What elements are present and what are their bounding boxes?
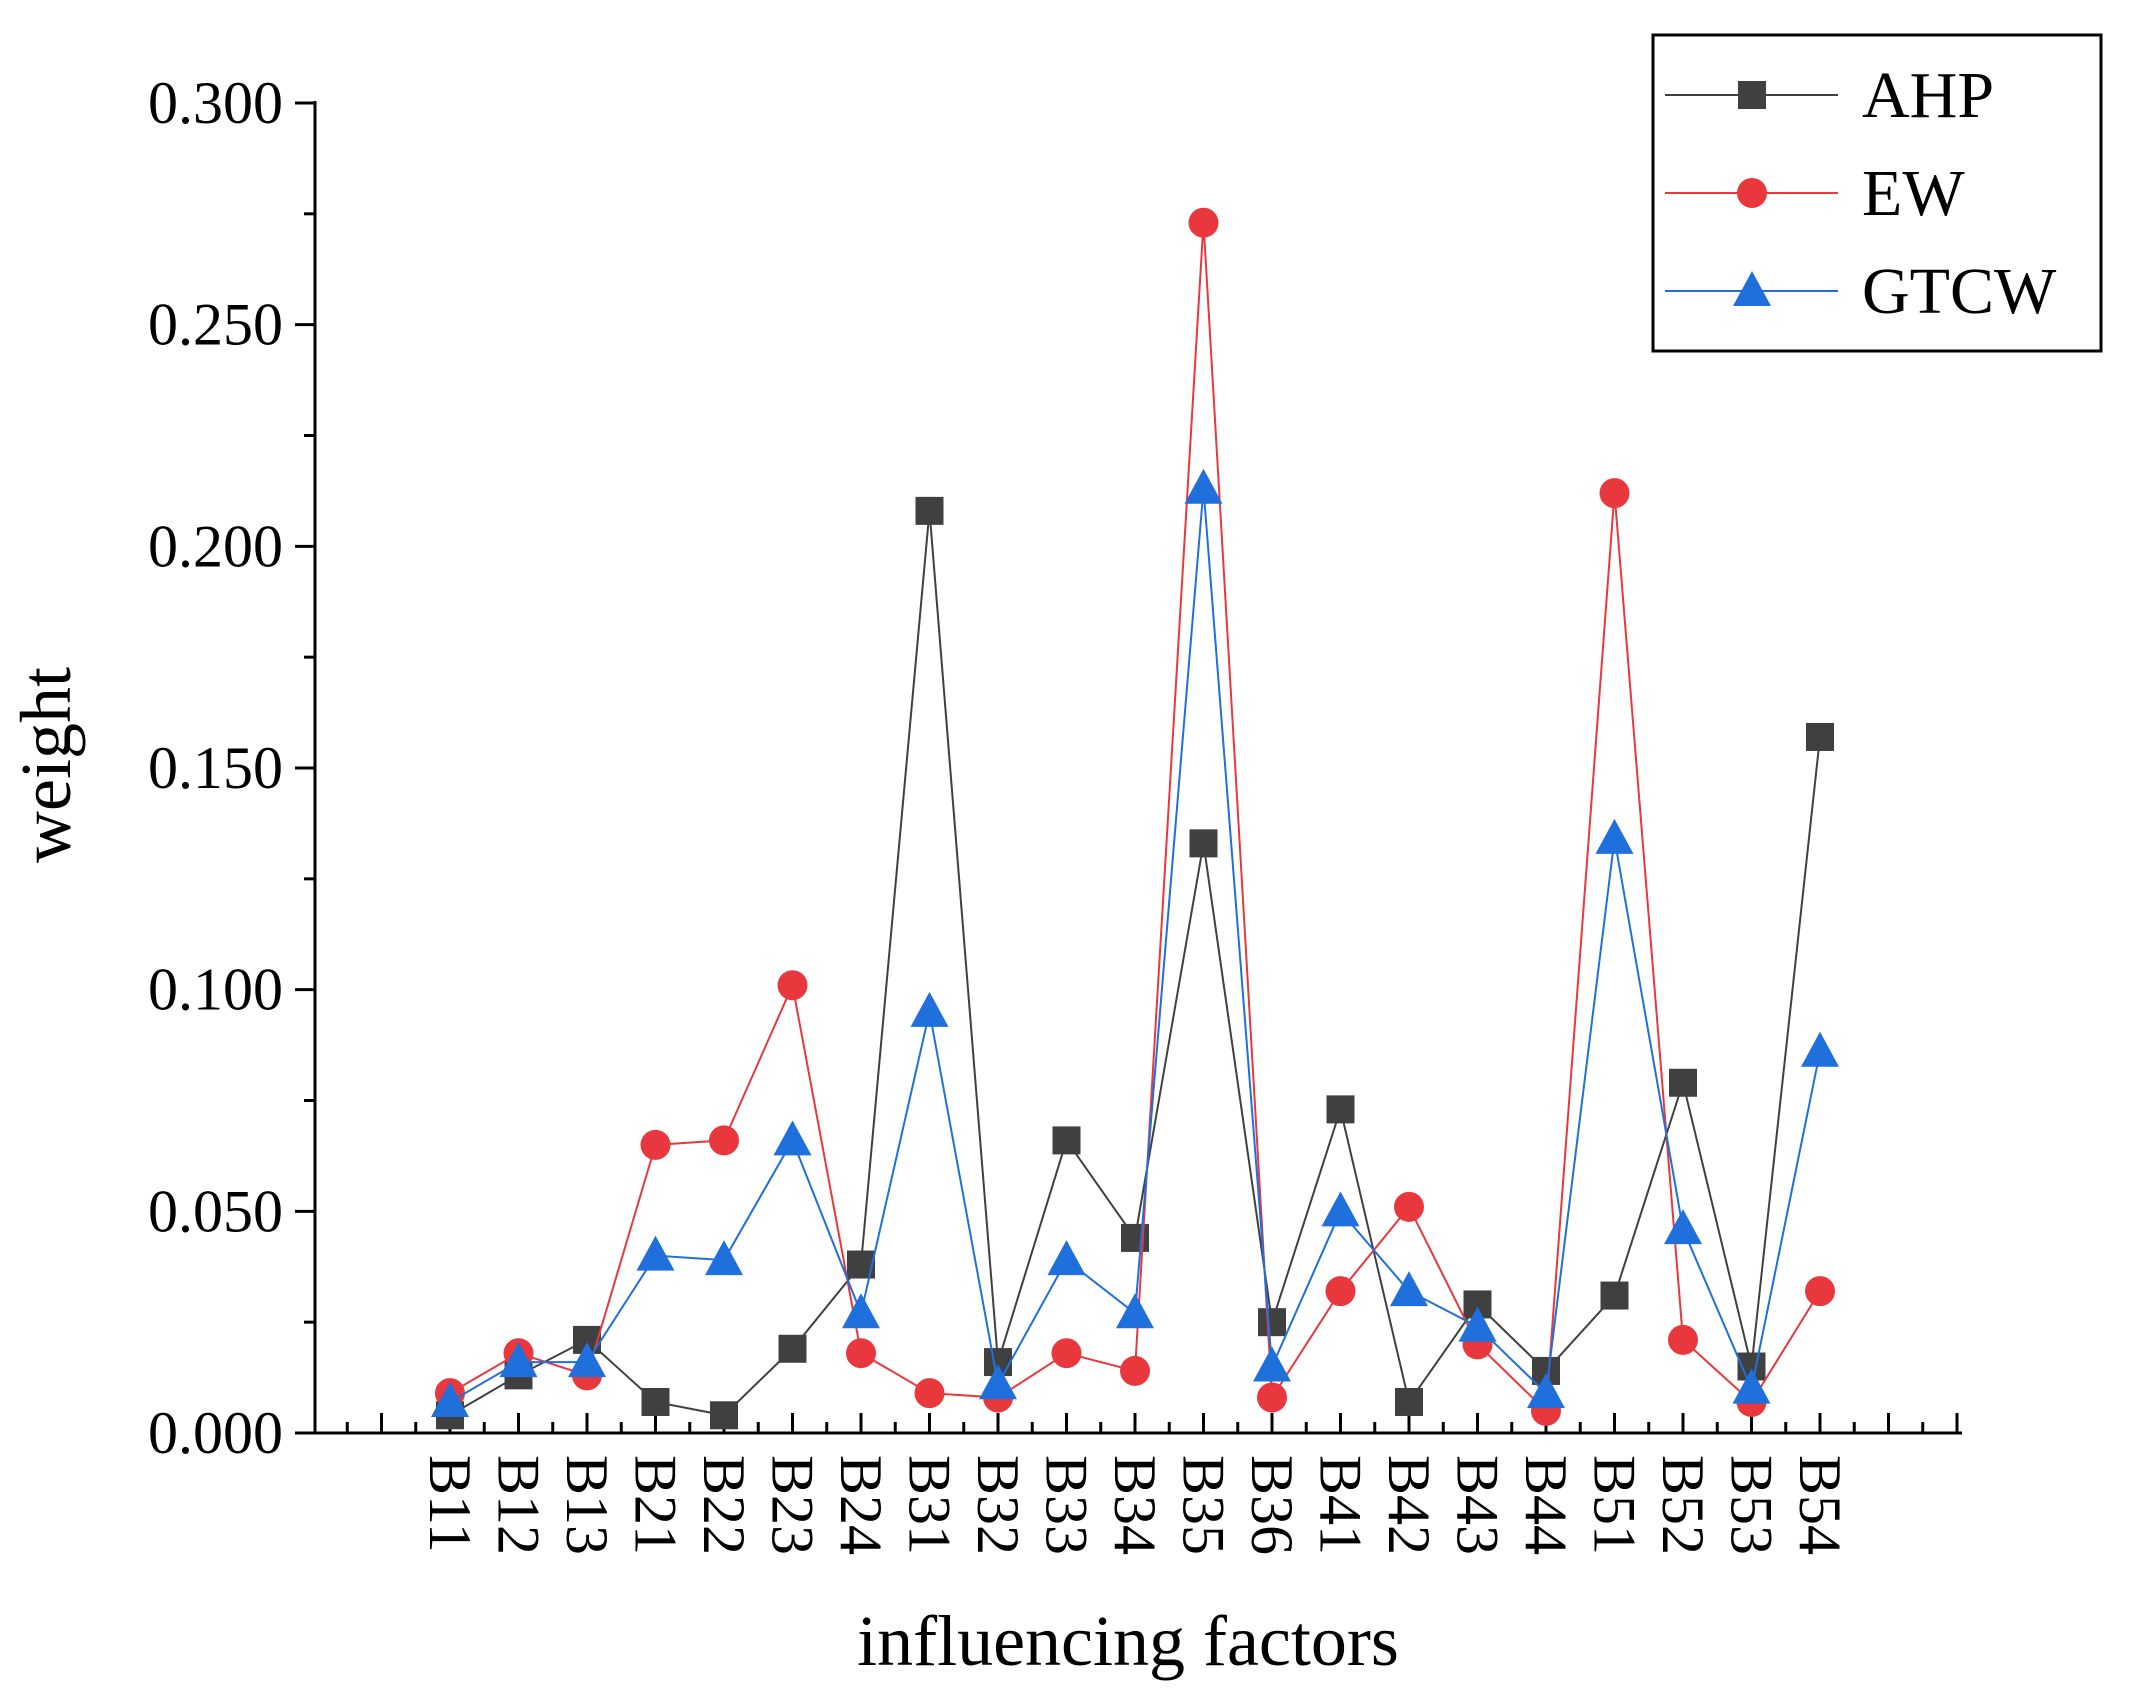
- y-tick-label: 0.200: [148, 513, 283, 579]
- x-tick-label: B13: [554, 1455, 620, 1555]
- x-tick-label: B44: [1513, 1455, 1579, 1555]
- data-point: [1121, 1223, 1149, 1252]
- y-tick-label: 0.050: [148, 1178, 283, 1244]
- legend-marker: [1737, 178, 1767, 208]
- data-point: [1325, 1276, 1356, 1307]
- y-axis-ticks: 0.000 0.050 0.100 0.150 0.200 0.250 0.300: [148, 70, 315, 1466]
- data-point: [709, 1125, 739, 1156]
- legend-item-ew: EW: [1665, 157, 1965, 230]
- data-point: [979, 1364, 1017, 1400]
- x-tick-label: B11: [417, 1455, 483, 1553]
- data-point: [1458, 1306, 1497, 1342]
- series-layer: [431, 207, 1839, 1430]
- data-point: [1527, 1373, 1565, 1409]
- x-axis-title: influencing factors: [857, 1601, 1399, 1681]
- data-point: [1595, 818, 1634, 854]
- series-line: [449, 510, 1821, 1417]
- y-tick-label: 0.150: [148, 735, 283, 801]
- data-point: [1258, 1308, 1286, 1337]
- x-tick-label: B33: [1034, 1455, 1100, 1555]
- y-tick-label: 0.250: [148, 292, 283, 358]
- legend-label: AHP: [1862, 59, 1994, 132]
- data-point: [499, 1342, 538, 1378]
- data-point: [778, 1334, 807, 1363]
- data-point: [1669, 1068, 1697, 1097]
- data-point: [1664, 1209, 1702, 1245]
- data-point: [568, 1342, 606, 1378]
- y-tick-label: 0.000: [148, 1400, 283, 1466]
- data-point: [1805, 1276, 1835, 1307]
- data-point: [1047, 1240, 1086, 1276]
- data-point: [1395, 1387, 1423, 1416]
- data-point: [1189, 829, 1218, 858]
- data-point: [1600, 1281, 1629, 1310]
- data-point: [910, 991, 949, 1027]
- data-point: [1732, 1368, 1771, 1404]
- x-tick-label: B35: [1171, 1455, 1237, 1555]
- data-point: [842, 1293, 880, 1329]
- x-tick-label: B52: [1650, 1455, 1716, 1555]
- data-point: [1120, 1355, 1150, 1386]
- data-point: [1257, 1382, 1287, 1413]
- y-axis-title: weight: [6, 667, 86, 863]
- data-point: [1326, 1095, 1355, 1124]
- data-point: [773, 1120, 812, 1156]
- series-gtcw: [431, 468, 1839, 1417]
- data-point: [1188, 207, 1219, 238]
- legend-item-ahp: AHP: [1665, 59, 1994, 132]
- legend-label: EW: [1862, 157, 1965, 230]
- series-ahp: [436, 496, 1834, 1430]
- data-point: [1253, 1346, 1291, 1382]
- data-point: [1321, 1191, 1360, 1227]
- data-point: [1801, 1031, 1839, 1067]
- x-tick-label: B12: [486, 1455, 552, 1555]
- x-tick-label: B42: [1376, 1455, 1442, 1555]
- data-point: [636, 1235, 675, 1271]
- data-point: [846, 1338, 876, 1369]
- series-ew: [435, 207, 1835, 1426]
- legend: AHP EW GTCW: [1651, 33, 2103, 353]
- data-point: [1668, 1324, 1698, 1355]
- data-point: [1184, 468, 1223, 504]
- x-tick-label: B36: [1239, 1455, 1305, 1555]
- x-tick-label: B51: [1582, 1455, 1648, 1555]
- x-tick-label: B31: [897, 1455, 963, 1555]
- data-point: [1052, 1126, 1081, 1155]
- data-point: [915, 496, 944, 525]
- x-tick-label: B54: [1787, 1455, 1853, 1555]
- data-point: [1116, 1293, 1154, 1329]
- x-tick-label: B53: [1719, 1455, 1785, 1555]
- legend-item-gtcw: GTCW: [1665, 255, 2057, 328]
- legend-marker: [1733, 271, 1771, 306]
- data-point: [914, 1378, 945, 1409]
- x-tick-label: B32: [965, 1455, 1031, 1555]
- y-tick-label: 0.100: [148, 957, 283, 1023]
- data-point: [640, 1129, 671, 1160]
- data-point: [1599, 478, 1630, 509]
- data-point: [777, 970, 808, 1001]
- y-tick-label: 0.300: [148, 70, 283, 136]
- x-axis-ticks: B11 B12 B13 B21 B22 B23 B24 B31 B32 B33 B34 B35 B36 B…: [345, 1413, 1959, 1555]
- x-tick-label: B24: [828, 1455, 894, 1555]
- x-tick-label: B21: [623, 1455, 689, 1555]
- data-point: [710, 1401, 738, 1430]
- data-point: [705, 1240, 743, 1276]
- x-tick-label: B34: [1102, 1455, 1168, 1555]
- legend-label: GTCW: [1862, 255, 2057, 328]
- x-tick-label: B43: [1445, 1455, 1511, 1555]
- x-tick-label: B41: [1308, 1455, 1374, 1555]
- data-point: [1390, 1271, 1428, 1307]
- legend-marker: [1738, 81, 1766, 109]
- data-point: [431, 1381, 469, 1417]
- data-point: [641, 1387, 670, 1416]
- data-point: [1394, 1191, 1424, 1222]
- data-point: [1806, 722, 1834, 751]
- data-point: [1051, 1338, 1082, 1369]
- x-tick-label: B23: [760, 1455, 826, 1555]
- x-tick-label: B22: [691, 1455, 757, 1555]
